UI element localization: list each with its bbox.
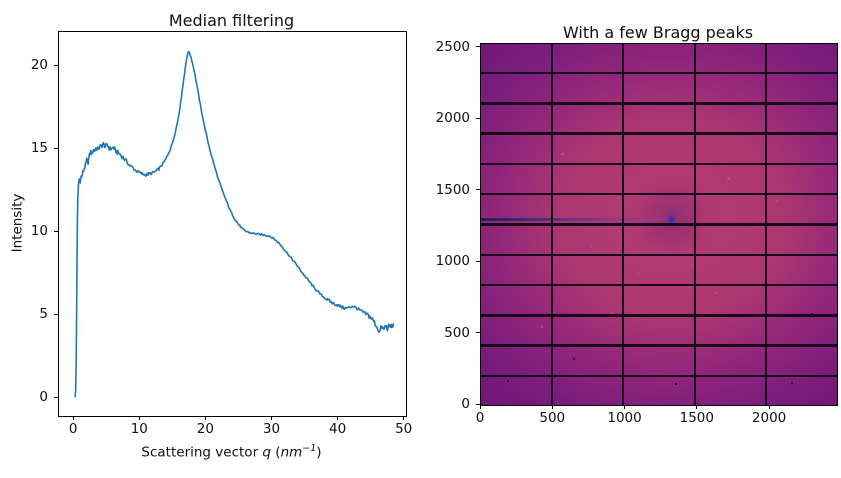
x-tick-mark	[270, 416, 272, 420]
module-gap-horizontal	[481, 71, 837, 75]
y-tick-label: 500	[444, 324, 470, 341]
x-tick-label: 20	[196, 421, 214, 437]
x-tick-label: 2000	[751, 410, 787, 426]
bragg-peak-spot	[714, 291, 718, 295]
y-tick-mark	[476, 260, 480, 262]
beamstop-dot	[669, 216, 674, 222]
y-tick-label: 2000	[435, 110, 470, 127]
x-tick-mark	[768, 405, 770, 409]
module-gap-vertical	[693, 44, 696, 405]
y-tick-mark	[476, 403, 480, 405]
module-gap-vertical	[622, 44, 625, 405]
bragg-peak-spot	[561, 152, 564, 156]
module-gap-horizontal	[481, 344, 837, 347]
x-tick-label: 500	[539, 410, 566, 426]
y-tick-mark	[476, 189, 480, 191]
x-tick-label: 10	[130, 421, 148, 437]
x-tick-mark	[696, 405, 698, 409]
module-gap-horizontal	[481, 374, 837, 378]
left-plot-title: Median filtering	[168, 11, 295, 30]
y-tick-mark	[54, 396, 58, 398]
bragg-peak-spot	[727, 177, 730, 180]
module-gap-horizontal	[481, 314, 837, 317]
module-gap-horizontal	[481, 283, 837, 287]
bragg-peak-spot	[636, 272, 640, 276]
x-tick-label: 30	[262, 421, 281, 437]
bragg-peak-spot	[589, 244, 593, 248]
x-tick-mark	[403, 416, 405, 420]
module-gap-horizontal	[481, 102, 837, 105]
y-tick-mark	[476, 332, 480, 334]
y-tick-label: 2500	[435, 38, 470, 55]
y-tick-mark	[476, 117, 480, 119]
detector-image	[480, 43, 838, 406]
dead-pixel-speck	[810, 312, 813, 315]
y-tick-mark	[54, 64, 58, 66]
bragg-peak-spot	[753, 225, 757, 229]
x-tick-mark	[479, 405, 481, 409]
y-tick-mark	[54, 313, 58, 315]
module-gap-horizontal	[481, 223, 837, 226]
beamline-mask-streak	[481, 217, 672, 221]
left-plot-xlabel: Scattering vector q (nm−1)	[141, 443, 322, 461]
x-tick-mark	[337, 416, 339, 420]
module-gap-vertical	[765, 44, 767, 405]
x-tick-label: 1000	[607, 410, 642, 426]
x-tick-label: 50	[395, 421, 413, 437]
y-tick-label: 0	[39, 389, 48, 406]
module-gap-horizontal	[481, 192, 837, 196]
y-tick-label: 15	[30, 140, 48, 157]
x-tick-label: 0	[475, 410, 485, 426]
right-plot-title: With a few Bragg peaks	[562, 23, 754, 42]
module-gap-horizontal	[481, 132, 837, 135]
x-tick-label: 1500	[679, 410, 714, 426]
y-tick-mark	[476, 46, 480, 48]
x-tick-mark	[204, 416, 206, 420]
x-tick-mark	[72, 416, 74, 420]
y-tick-label: 0	[461, 396, 470, 412]
x-tick-mark	[138, 416, 140, 420]
bragg-peak-spot	[776, 199, 779, 202]
left-axes	[58, 31, 407, 417]
x-tick-label: 40	[328, 421, 347, 437]
dead-pixel-speck	[674, 383, 677, 385]
module-gap-vertical	[550, 44, 553, 405]
y-tick-label: 10	[30, 223, 48, 240]
bragg-peak-spot	[610, 311, 613, 314]
dead-pixel-speck	[790, 382, 793, 384]
y-tick-mark	[54, 147, 58, 149]
bragg-peak-spot	[690, 263, 694, 267]
dead-pixel-speck	[572, 358, 575, 361]
intensity-line-series	[74, 50, 395, 398]
module-gap-horizontal	[481, 162, 837, 166]
x-tick-label: 0	[68, 421, 78, 437]
y-tick-mark	[54, 230, 58, 232]
x-tick-mark	[624, 405, 626, 409]
y-tick-label: 20	[30, 57, 48, 74]
x-tick-mark	[551, 405, 553, 409]
y-tick-label: 5	[39, 306, 48, 323]
module-gap-horizontal	[481, 253, 837, 257]
y-tick-label: 1000	[435, 253, 470, 270]
dead-pixel-speck	[507, 380, 510, 382]
y-tick-label: 1500	[435, 181, 470, 198]
line-series-path	[74, 50, 395, 398]
bragg-peak-spot	[540, 325, 543, 328]
